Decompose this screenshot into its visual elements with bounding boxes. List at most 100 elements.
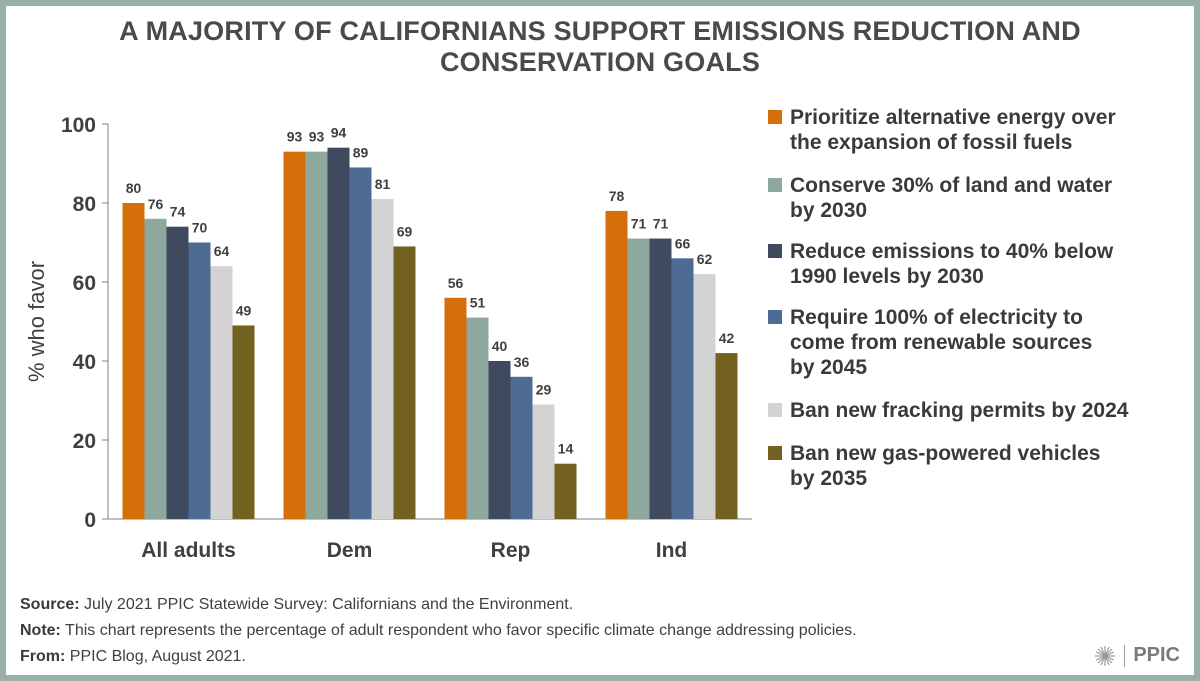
x-tick-label: Rep	[491, 539, 531, 562]
legend-swatch	[768, 178, 782, 192]
y-tick-label: 100	[61, 114, 96, 137]
legend-label-line: Require 100% of electricity to	[790, 306, 1083, 329]
bar	[210, 266, 233, 519]
data-label: 14	[558, 441, 574, 457]
legend-item: Ban new gas-powered vehicles by 2035	[768, 441, 1188, 491]
data-label: 49	[236, 302, 252, 318]
chart-title: A MAJORITY OF CALIFORNIANS SUPPORT EMISS…	[119, 16, 1081, 77]
bar	[327, 147, 350, 519]
from-line: From: PPIC Blog, August 2021.	[20, 644, 1100, 670]
legend-item: Require 100% of electricity to come from …	[768, 305, 1188, 380]
data-label: 36	[514, 354, 530, 370]
bar	[510, 376, 533, 519]
data-label: 93	[309, 129, 325, 145]
data-label: 80	[126, 180, 142, 196]
note-label: Note:	[20, 622, 61, 639]
bar	[283, 151, 306, 519]
y-tick-label: 40	[73, 351, 96, 374]
y-tick-label: 0	[84, 509, 96, 532]
bar	[466, 317, 489, 519]
legend: Prioritize alternative energy over the ex…	[768, 105, 1188, 491]
bar	[693, 274, 716, 519]
legend-label-line: Prioritize alternative energy over	[790, 106, 1116, 129]
data-label: 71	[653, 216, 669, 232]
x-tick-label: Ind	[656, 539, 688, 562]
note-text: This chart represents the percentage of …	[60, 622, 857, 639]
bar	[715, 353, 738, 519]
legend-item: Ban new fracking permits by 2024	[768, 398, 1188, 423]
legend-label-line: 1990 levels by 2030	[790, 265, 984, 288]
legend-swatch	[768, 446, 782, 460]
note-line: Note: This chart represents the percenta…	[20, 618, 1100, 644]
x-tick-label: All adults	[141, 539, 236, 562]
bar	[649, 238, 672, 520]
bar	[671, 258, 694, 519]
legend-label-line: come from renewable sources	[790, 331, 1093, 354]
legend-item: Prioritize alternative energy over the ex…	[768, 105, 1188, 155]
bar	[605, 210, 628, 519]
data-label: 81	[375, 176, 391, 192]
source-line: Source: July 2021 PPIC Statewide Survey:…	[20, 592, 1100, 618]
bar	[532, 404, 555, 519]
bar	[488, 361, 511, 519]
ppic-logo: PPIC	[1094, 644, 1180, 667]
data-label: 66	[675, 235, 691, 251]
footnotes: Source: July 2021 PPIC Statewide Survey:…	[20, 592, 1100, 670]
data-label: 51	[470, 295, 486, 311]
source-label: Source:	[20, 596, 80, 613]
legend-label-line: Reduce emissions to 40% below	[790, 240, 1114, 263]
data-label: 29	[536, 381, 552, 397]
data-label: 42	[719, 330, 735, 346]
bar	[627, 238, 650, 520]
data-label: 74	[170, 204, 186, 220]
starburst-icon	[1095, 645, 1116, 666]
y-tick-label: 80	[73, 193, 96, 216]
source-text: July 2021 PPIC Statewide Survey: Califor…	[79, 596, 574, 613]
legend-item: Conserve 30% of land and water by 2030	[768, 173, 1188, 223]
bar	[166, 226, 189, 519]
from-text: PPIC Blog, August 2021.	[65, 648, 246, 665]
legend-label-line: by 2035	[790, 467, 868, 490]
legend-label-line: by 2045	[790, 356, 868, 379]
data-label: 94	[331, 125, 347, 141]
data-label: 78	[609, 188, 625, 204]
bar	[393, 246, 416, 519]
data-label: 89	[353, 144, 369, 160]
bar	[144, 218, 167, 520]
data-label: 70	[192, 220, 208, 236]
y-tick-label: 20	[73, 430, 96, 453]
legend-label-line: by 2030	[790, 199, 868, 222]
y-axis-label: % who favor	[24, 261, 49, 382]
legend-label-line: Ban new gas-powered vehicles	[790, 442, 1101, 465]
data-label: 71	[631, 216, 647, 232]
data-label: 76	[148, 196, 164, 212]
x-tick-label: Dem	[327, 539, 373, 562]
legend-label-line: Conserve 30% of land and water	[790, 174, 1113, 197]
data-label: 40	[492, 338, 508, 354]
data-label: 64	[214, 243, 230, 259]
data-label: 56	[448, 275, 464, 291]
bar	[188, 242, 211, 519]
legend-label-line: the expansion of fossil fuels	[790, 131, 1073, 154]
legend-label-line: Ban new fracking permits by 2024	[790, 399, 1129, 422]
logo-separator	[1124, 644, 1126, 667]
data-label: 69	[397, 223, 413, 239]
bar	[371, 199, 394, 520]
bar	[554, 463, 577, 519]
legend-swatch	[768, 403, 782, 417]
from-label: From:	[20, 648, 66, 665]
logo-text: PPIC	[1133, 644, 1180, 666]
data-label: 93	[287, 129, 303, 145]
legend-swatch	[768, 110, 782, 124]
legend-swatch	[768, 310, 782, 324]
bar	[232, 325, 255, 519]
bar	[305, 151, 328, 519]
y-tick-label: 60	[73, 272, 96, 295]
bar	[349, 167, 372, 519]
bar	[444, 297, 467, 519]
data-label: 62	[697, 251, 713, 267]
legend-item: Reduce emissions to 40% below 1990 levels…	[768, 239, 1188, 289]
legend-swatch	[768, 244, 782, 258]
